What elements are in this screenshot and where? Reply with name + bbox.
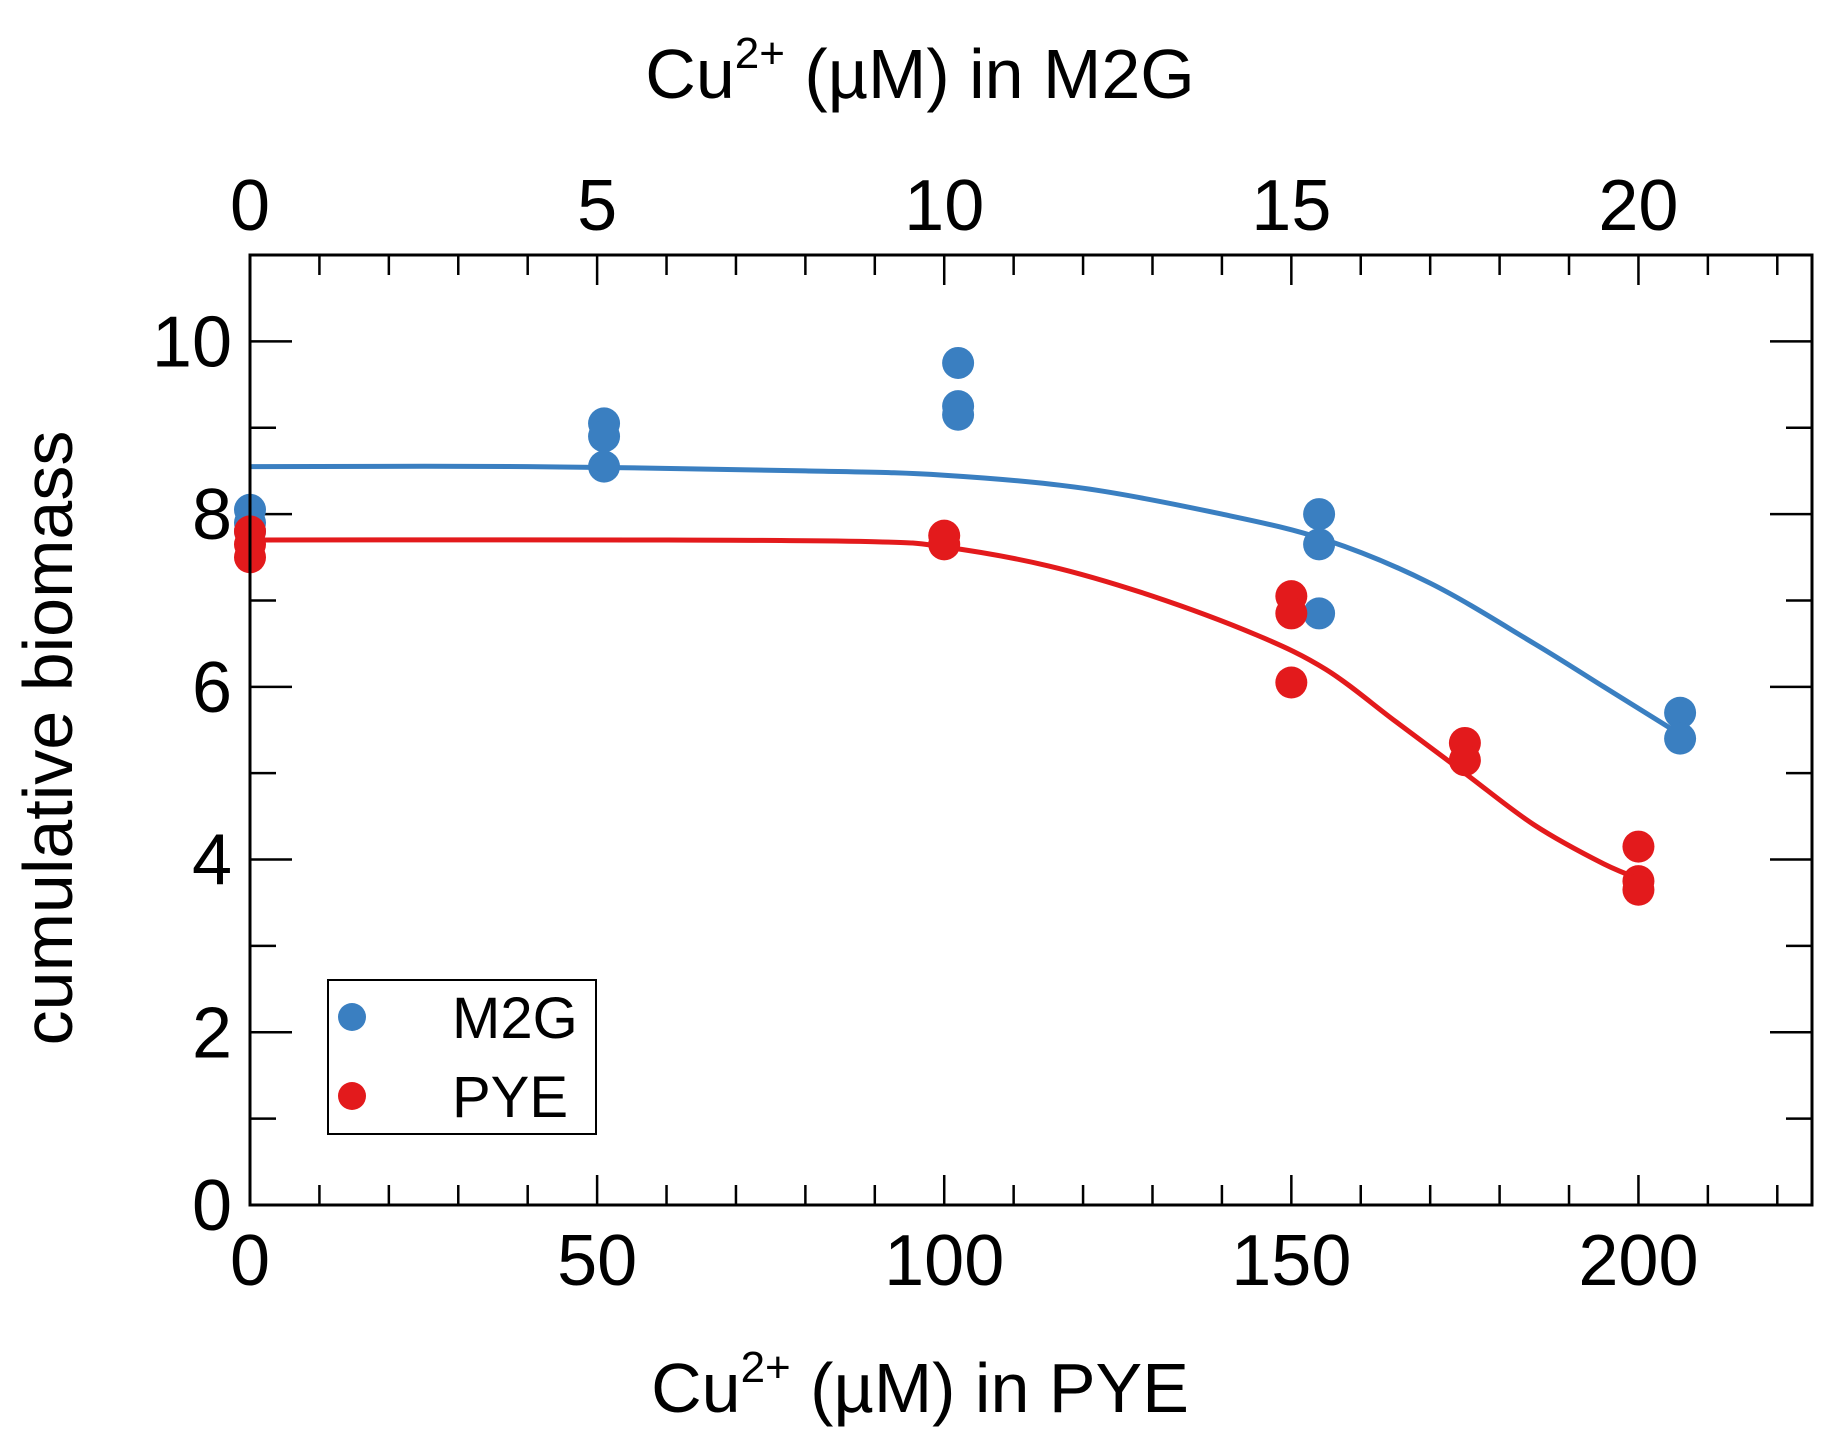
top-x-tick-label: 10 (904, 166, 984, 246)
y-tick-label: 4 (192, 821, 232, 901)
y-axis-title: cumulative biomass (9, 431, 87, 1046)
bottom-axis-title-rest: (µM) in PYE (791, 1349, 1189, 1427)
top-axis-title-rest: (µM) in M2G (785, 35, 1195, 113)
data-point-m2g (588, 420, 621, 453)
bottom-x-tick-label: 200 (1578, 1221, 1698, 1301)
top-axis-title: Cu2+ (µM) in M2G (645, 29, 1194, 113)
bottom-axis-title-sup: 2+ (741, 1343, 791, 1392)
top-x-tick-label: 0 (230, 166, 270, 246)
data-point-pye (1448, 744, 1481, 777)
top-x-tick-label: 5 (577, 166, 617, 246)
y-tick-label: 8 (192, 475, 232, 555)
data-point-pye (928, 528, 961, 561)
bottom-axis-title-base: Cu (651, 1349, 740, 1427)
legend: M2G PYE (327, 979, 597, 1135)
data-point-m2g (942, 346, 975, 379)
data-point-m2g (1664, 722, 1697, 755)
y-tick-label: 0 (192, 1166, 232, 1246)
top-axis-title-base: Cu (645, 35, 734, 113)
data-point-m2g (1664, 696, 1697, 729)
data-point-pye (1275, 666, 1308, 699)
legend-marker-pye (338, 1082, 366, 1110)
y-tick-label: 6 (192, 648, 232, 728)
data-point-m2g (1303, 498, 1336, 531)
data-point-m2g (588, 450, 621, 483)
data-point-pye (1622, 873, 1655, 906)
fit-curve-m2g (249, 463, 1675, 733)
data-point-pye (1622, 830, 1655, 863)
data-point-pye (1275, 597, 1308, 630)
plot-frame (248, 253, 1814, 1207)
bottom-axis-title: Cu2+ (µM) in PYE (651, 1343, 1189, 1427)
bottom-x-tick-label: 100 (884, 1221, 1004, 1301)
top-axis-title-sup: 2+ (735, 29, 785, 78)
data-point-m2g (1303, 597, 1336, 630)
bottom-x-tick-label: 150 (1231, 1221, 1351, 1301)
legend-label-m2g: M2G (452, 986, 578, 1051)
fit-curves (249, 463, 1675, 884)
legend-box (327, 979, 597, 1135)
bottom-x-tick-label: 50 (557, 1221, 637, 1301)
data-point-m2g (1303, 528, 1336, 561)
data-point-m2g (942, 398, 975, 431)
legend-label-pye: PYE (452, 1065, 568, 1130)
top-x-tick-label: 15 (1251, 166, 1331, 246)
bottom-x-tick-label: 0 (230, 1221, 270, 1301)
fit-curve-pye (249, 537, 1647, 884)
legend-marker-m2g (338, 1003, 366, 1031)
y-tick-label: 10 (152, 302, 232, 382)
y-tick-label: 2 (192, 993, 232, 1073)
top-x-tick-label: 20 (1598, 166, 1678, 246)
data-points (234, 346, 1697, 906)
